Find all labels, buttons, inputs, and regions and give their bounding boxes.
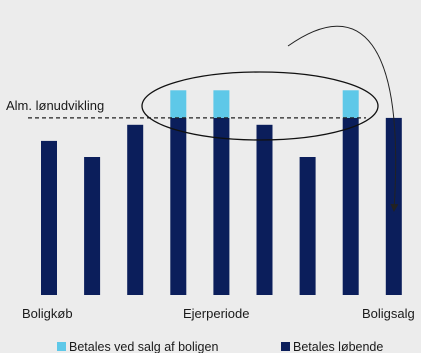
bar-running-1	[41, 140, 57, 295]
bar-running-7	[299, 157, 316, 295]
bars-group	[41, 90, 402, 296]
bar-running-5	[213, 117, 230, 296]
bar-running-3	[127, 124, 144, 295]
reference-line-label: Alm. lønudvikling	[6, 98, 104, 113]
legend: Betales ved salg af boligen Betales løbe…	[57, 340, 383, 353]
bar-sale-4	[170, 90, 187, 118]
legend-swatch-running	[281, 342, 290, 351]
bar-running-4	[170, 117, 187, 296]
x-annotation-middle: Ejerperiode	[183, 306, 250, 321]
legend-label-sale: Betales ved salg af boligen	[69, 340, 218, 353]
bar-running-2	[84, 157, 101, 295]
bar-sale-8	[342, 90, 359, 118]
x-annotation-end: Boligsalg	[362, 306, 415, 321]
legend-label-running: Betales løbende	[293, 340, 383, 353]
bar-sale-5	[213, 90, 230, 118]
bar-running-8	[342, 117, 359, 296]
highlight-ellipse	[141, 71, 379, 141]
x-annotation-start: Boligkøb	[22, 306, 73, 321]
legend-swatch-sale	[57, 342, 66, 351]
bar-running-6	[256, 124, 273, 295]
annotation-arrow	[287, 25, 399, 212]
